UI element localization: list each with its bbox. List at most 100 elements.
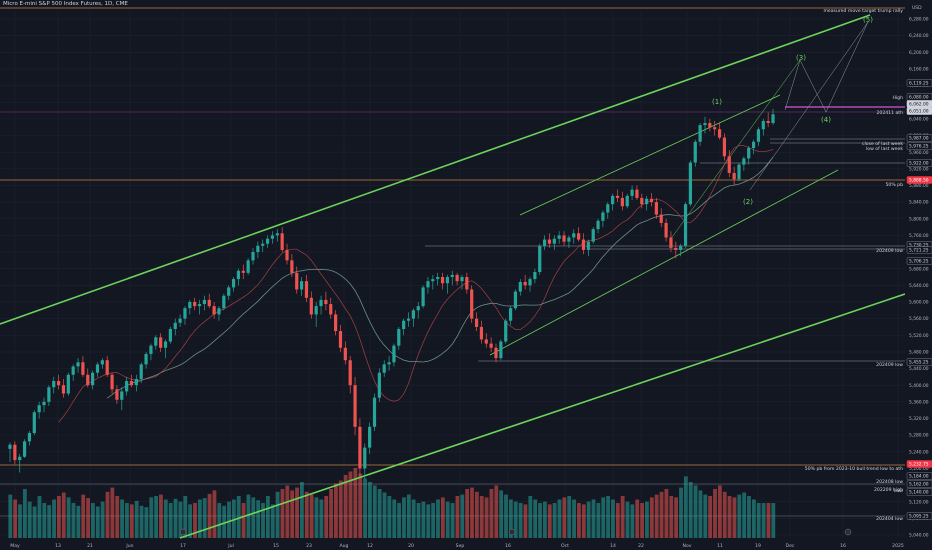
candle-body bbox=[8, 444, 12, 449]
candle-body bbox=[95, 364, 100, 373]
volume-bar bbox=[737, 494, 742, 538]
volume-bar bbox=[18, 504, 22, 538]
level-annotation: 50% pb bbox=[885, 182, 903, 188]
volume-bar bbox=[494, 485, 499, 538]
candle-body bbox=[406, 318, 411, 321]
volume-bar bbox=[37, 496, 42, 538]
candle-body bbox=[37, 405, 41, 413]
candle-body bbox=[742, 158, 746, 165]
candle-body bbox=[110, 374, 114, 390]
volume-bar bbox=[241, 503, 246, 538]
candle-body bbox=[57, 381, 61, 386]
time-tick-label: 21 bbox=[87, 543, 93, 549]
volume-bar bbox=[552, 503, 557, 538]
price-tag-label: 5,987.00 bbox=[909, 136, 929, 142]
candle-body bbox=[13, 444, 17, 461]
volume-bar bbox=[120, 499, 124, 538]
candle-body bbox=[343, 347, 347, 361]
candle-body bbox=[436, 277, 440, 280]
candle-body bbox=[635, 189, 639, 198]
volume-bar bbox=[188, 504, 193, 538]
time-tick-label: May bbox=[10, 543, 20, 549]
price-tag-label: 5,976.25 bbox=[909, 144, 929, 150]
volume-bar bbox=[47, 505, 52, 538]
level-annotation: 202411 ath bbox=[876, 110, 903, 116]
volume-bar bbox=[251, 497, 256, 538]
candle-body bbox=[688, 162, 692, 205]
candle-body bbox=[91, 372, 95, 386]
price-tag-label: 5,730.25 bbox=[909, 243, 929, 249]
volume-bar bbox=[751, 499, 756, 538]
candle-body bbox=[27, 433, 32, 442]
wave-label: (2) bbox=[743, 198, 753, 206]
volume-bar bbox=[338, 480, 343, 538]
time-tick-label: 15 bbox=[273, 543, 279, 549]
candle-body bbox=[183, 308, 187, 319]
volume-bar bbox=[528, 496, 533, 538]
volume-bar bbox=[742, 492, 747, 538]
time-axis[interactable]: May 13 21 Jun 17 Jul 15 23 Aug 12 20 Sep 16 Oct 14 22 No… bbox=[0, 528, 932, 550]
volume-bar bbox=[100, 501, 105, 538]
volume-bar bbox=[377, 489, 382, 538]
candle-body bbox=[722, 137, 727, 157]
candle-body bbox=[319, 299, 323, 307]
moving-average-10 bbox=[58, 145, 774, 423]
candle-body bbox=[586, 241, 590, 250]
candle-body bbox=[353, 385, 357, 427]
price-tag bbox=[906, 358, 932, 366]
candle-body bbox=[22, 441, 27, 457]
volume-bar bbox=[771, 503, 776, 538]
price-axis-bg bbox=[905, 0, 932, 550]
price-tick-label: 5,520.00 bbox=[909, 333, 929, 339]
inner-upper-line bbox=[519, 94, 781, 216]
price-tag-label: 5,140.00 bbox=[909, 490, 929, 496]
candle-body bbox=[197, 304, 202, 307]
volume-bar bbox=[674, 497, 679, 538]
candle-body bbox=[265, 238, 270, 244]
candlesticks bbox=[8, 108, 775, 479]
volume-bar bbox=[543, 501, 547, 538]
volume-bar bbox=[421, 501, 426, 538]
candle-body bbox=[713, 127, 717, 130]
price-tag-label: 5,184.00 bbox=[909, 474, 929, 480]
candle-body bbox=[309, 297, 313, 315]
candle-body bbox=[227, 287, 231, 296]
price-tag bbox=[906, 176, 932, 184]
price-tick-label: 6,200.00 bbox=[909, 50, 929, 56]
volume-bar bbox=[61, 492, 66, 538]
volume-bar bbox=[523, 504, 528, 538]
candle-body bbox=[504, 320, 508, 342]
candle-body bbox=[766, 120, 770, 124]
candle-body bbox=[761, 120, 765, 130]
volume-bar bbox=[86, 498, 90, 538]
volume-bar bbox=[518, 503, 523, 538]
time-tick-label: Jul bbox=[227, 543, 234, 549]
time-tick-label: 16 bbox=[840, 543, 846, 549]
candle-body bbox=[484, 339, 488, 344]
price-tag-label: 5,162.00 bbox=[909, 482, 929, 488]
volume-bar bbox=[426, 504, 431, 538]
volume-bar bbox=[368, 482, 372, 538]
volume-bar bbox=[470, 487, 474, 538]
volume-bar bbox=[324, 496, 329, 538]
level-annotation: High bbox=[892, 95, 903, 101]
volume-bar bbox=[285, 485, 290, 538]
volume-bar bbox=[168, 503, 173, 538]
volume-bar bbox=[27, 501, 32, 538]
price-axis[interactable]: 6,280.006,240.006,200.006,160.006,120.00… bbox=[905, 0, 932, 550]
volume-bar bbox=[270, 504, 275, 538]
candle-body bbox=[606, 204, 610, 213]
volume-bar bbox=[664, 489, 669, 538]
candle-body bbox=[431, 279, 435, 282]
candle-body bbox=[693, 141, 697, 163]
volume-bar bbox=[134, 500, 139, 538]
volume-bar bbox=[144, 507, 149, 538]
candle-body bbox=[664, 222, 668, 238]
candle-body bbox=[426, 281, 430, 288]
candle-body bbox=[640, 197, 644, 205]
volume-bar bbox=[591, 499, 596, 538]
candle-body bbox=[120, 391, 124, 400]
volume-bar bbox=[275, 491, 280, 538]
candle-body bbox=[596, 220, 600, 230]
